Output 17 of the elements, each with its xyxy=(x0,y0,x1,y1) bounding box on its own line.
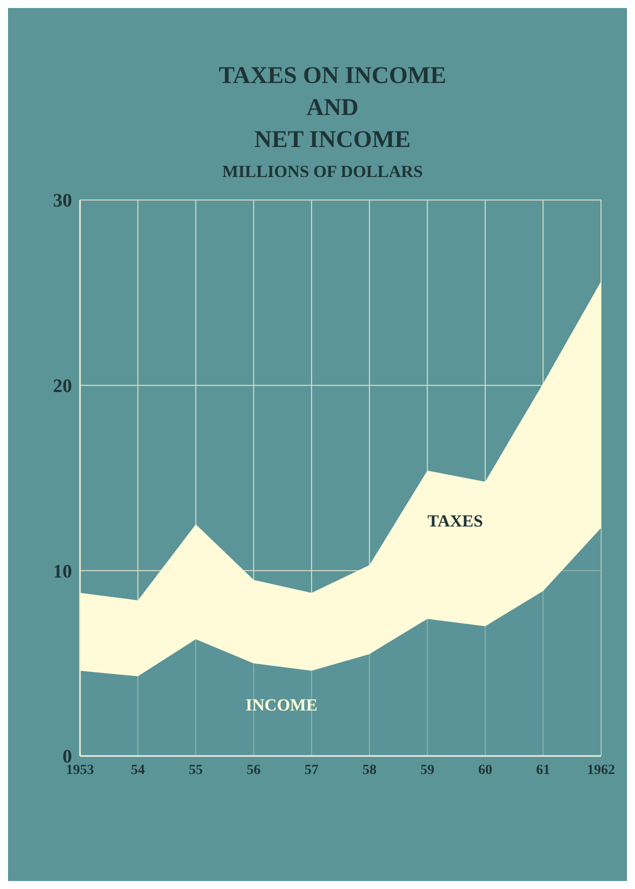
x-tick-label: 55 xyxy=(188,762,203,778)
chart-subtitle: MILLIONS OF DOLLARS xyxy=(221,162,424,182)
y-tick-label: 10 xyxy=(53,561,72,582)
y-tick-label: 30 xyxy=(53,190,72,212)
x-tick-label: 61 xyxy=(536,762,550,778)
x-tick-label: 56 xyxy=(246,762,261,778)
x-tick-label: 60 xyxy=(478,762,492,778)
x-tick-label: 1962 xyxy=(587,762,615,778)
x-tick-label: 57 xyxy=(304,762,319,778)
x-tick-label: 58 xyxy=(362,762,376,778)
series-label: TAXES xyxy=(428,512,483,531)
x-tick-label: 59 xyxy=(420,762,434,778)
x-tick-label: 54 xyxy=(130,762,145,778)
x-tick-label: 1953 xyxy=(66,762,94,778)
y-tick-label: 20 xyxy=(53,376,72,398)
series-label: INCOME xyxy=(246,696,318,715)
chart-title: TAXES ON INCOME AND NET INCOME xyxy=(218,62,448,155)
